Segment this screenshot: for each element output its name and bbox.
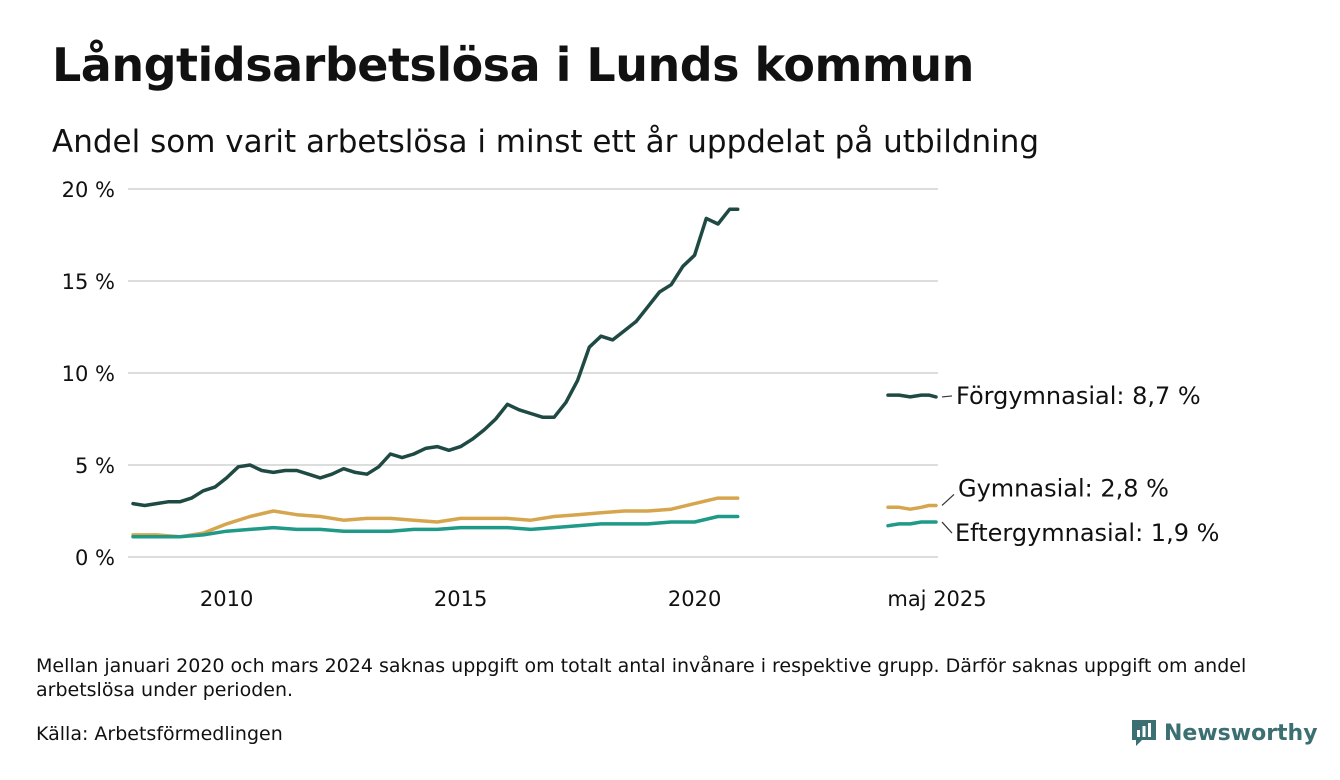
newsworthy-icon	[1132, 720, 1156, 746]
x-tick-label: 2015	[434, 587, 487, 611]
series-end-label: Eftergymnasial: 1,9 %	[955, 519, 1219, 547]
y-tick-label: 5 %	[75, 454, 115, 478]
chart-title: Långtidsarbetslösa i Lunds kommun	[52, 38, 974, 92]
label-leader	[941, 493, 955, 506]
series-line	[131, 496, 740, 539]
series-end-label: Gymnasial: 2,8 %	[958, 474, 1169, 502]
y-tick-label: 10 %	[62, 362, 115, 386]
line-chart: 0 % 5 % 10 % 15 % 20 % 2010 2015 2020 maj 2025 Fö…	[62, 178, 1220, 611]
series-line	[886, 393, 938, 399]
series-line	[131, 207, 740, 508]
brand-name: Newsworthy	[1164, 720, 1318, 746]
series-line	[886, 503, 938, 511]
x-tick-label-late: maj 2025	[887, 587, 986, 611]
x-tick-label: 2020	[668, 587, 721, 611]
x-tick-label: 2010	[200, 587, 253, 611]
series-end-label: Förgymnasial: 8,7 %	[956, 382, 1201, 410]
series-line	[886, 520, 938, 528]
y-tick-label: 15 %	[62, 270, 115, 294]
y-tick-label: 0 %	[75, 546, 115, 570]
chart-subtitle: Andel som varit arbetslösa i minst ett å…	[52, 124, 1040, 160]
label-leader	[941, 395, 953, 398]
source-text: Källa: Arbetsförmedlingen	[36, 723, 283, 745]
brand-logo: Newsworthy	[1130, 718, 1318, 748]
y-tick-label: 20 %	[62, 178, 115, 202]
footnote: Mellan januari 2020 och mars 2024 saknas…	[36, 655, 1247, 701]
label-leader	[941, 521, 953, 534]
series-line	[131, 514, 740, 539]
